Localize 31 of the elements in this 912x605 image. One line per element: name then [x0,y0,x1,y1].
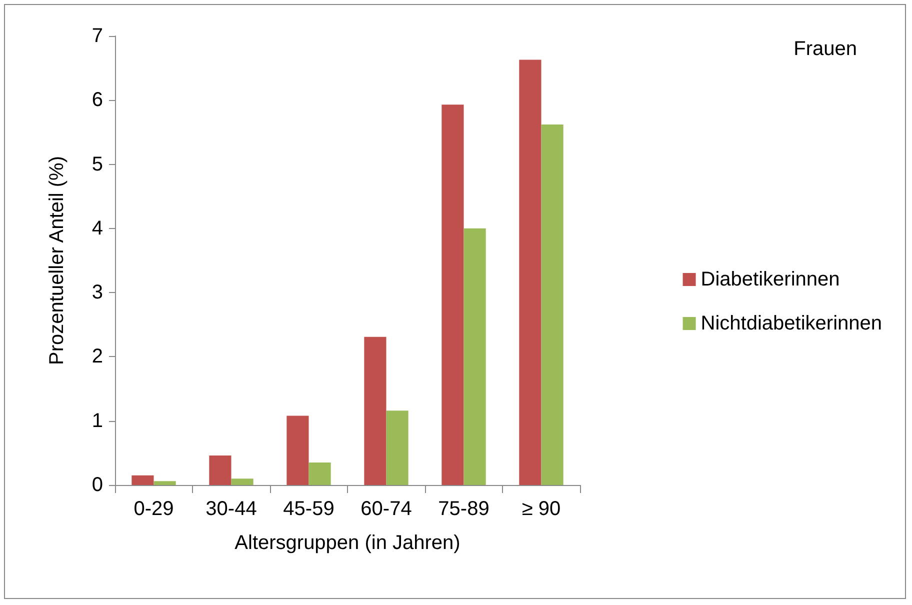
y-tick-label: 5 [92,153,103,176]
bar [442,104,464,485]
bar [541,124,564,485]
x-tick-label: ≥ 90 [522,498,561,520]
y-axis-title: Prozentueller Anteil (%) [46,156,68,365]
bar [386,410,408,485]
bar [364,336,386,485]
x-axis-title: Altersgruppen (in Jahren) [234,532,460,554]
text: Frauen [794,38,858,60]
y-tick-label: 4 [92,217,103,240]
y-tick-label: 3 [92,282,103,304]
bar [308,462,331,485]
bar [209,455,232,485]
legend-label: Nichtdiabetikerinnen [700,312,882,334]
x-tick-label: 60-74 [360,498,412,520]
bar [154,481,176,485]
bar [464,228,486,485]
x-tick-label: 45-59 [283,498,334,520]
x-tick-label: 75-89 [438,498,490,520]
x-tick-label: 30-44 [206,498,257,520]
y-tick-label: 2 [92,346,103,368]
bar [132,475,154,485]
x-tick-label: 0-29 [134,498,174,520]
legend-label: Diabetikerinnen [700,268,840,290]
y-tick-label: 1 [92,410,103,432]
bar [519,60,542,485]
bar [286,416,309,485]
y-tick-label: 7 [92,25,103,47]
y-tick-label: 0 [92,474,103,496]
y-tick-label: 6 [92,89,103,112]
bar [231,478,254,485]
